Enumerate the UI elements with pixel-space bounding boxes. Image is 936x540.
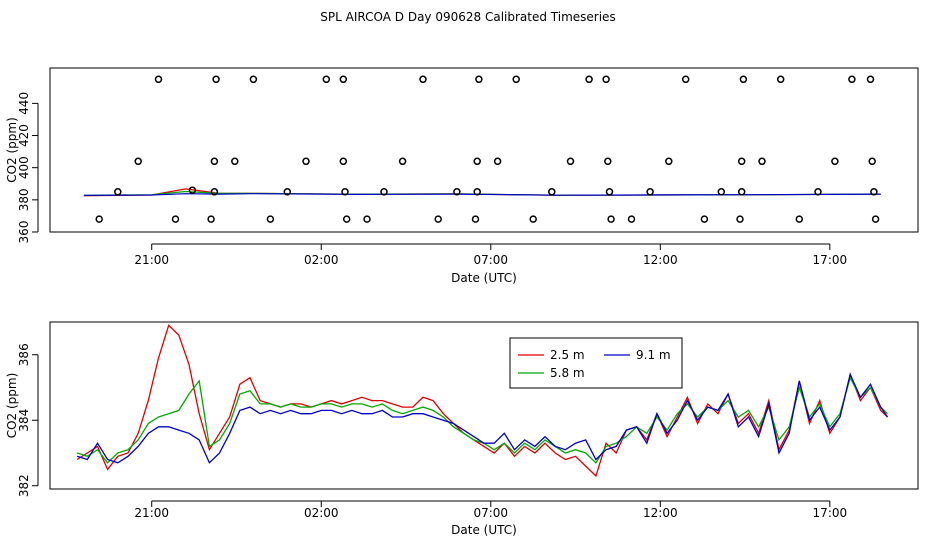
calibration-point-51 [776, 75, 785, 84]
calibration-point-9 [212, 75, 220, 84]
calibration-point-24 [434, 215, 442, 223]
calibration-point-31 [512, 75, 520, 84]
calibration-point-55 [848, 75, 856, 84]
calibration-point-28 [473, 157, 481, 166]
x-tick-label-0-4: 17:00 [813, 253, 848, 267]
legend-label-1: 9.1 m [636, 348, 671, 362]
calibration-point-32 [529, 215, 537, 223]
calibration-point-40 [627, 215, 636, 223]
calibration-point-3 [154, 75, 163, 84]
calibration-point-37 [604, 157, 612, 166]
calibration-point-0 [95, 215, 103, 223]
calibration-point-38 [605, 188, 614, 196]
calibration-point-12 [266, 215, 275, 223]
series-line-0 [76, 324, 888, 478]
calibration-point-59 [871, 215, 880, 223]
calibration-point-33 [548, 188, 556, 196]
calibration-point-7 [210, 188, 219, 196]
calibration-point-43 [681, 75, 690, 84]
plot-frame-1 [49, 321, 919, 490]
calibration-point-53 [814, 188, 822, 196]
series-line-2 [76, 372, 889, 464]
calibration-point-27 [473, 188, 481, 196]
x-tick-label-0-3: 12:00 [643, 253, 678, 267]
calibration-point-36 [602, 75, 610, 84]
calibration-point-4 [171, 215, 180, 223]
calibration-point-42 [665, 157, 673, 166]
calibration-point-13 [283, 188, 292, 196]
y-tick-label-0-3: 420 [17, 124, 31, 147]
page-title: SPL AIRCOA D Day 090628 Calibrated Times… [320, 10, 616, 24]
calibration-point-17 [339, 157, 348, 166]
y-tick-label-0-4: 440 [17, 92, 31, 115]
calibration-point-11 [249, 75, 258, 84]
calibration-point-35 [585, 75, 593, 84]
calibration-point-8 [210, 157, 219, 166]
x-tick-label-1-0: 21:00 [134, 506, 169, 520]
calibration-point-19 [342, 215, 351, 223]
calibration-point-15 [322, 75, 331, 84]
y-tick-label-1-0: 382 [17, 474, 31, 497]
calibration-point-18 [341, 188, 349, 196]
y-axis-label-0: CO2 (ppm) [5, 117, 19, 183]
calibration-point-39 [607, 215, 615, 223]
calibration-point-34 [566, 157, 575, 166]
calibration-point-1 [114, 188, 122, 196]
calibration-point-47 [737, 188, 746, 196]
calibration-point-52 [795, 215, 804, 223]
calibration-point-21 [380, 188, 388, 196]
calibration-point-45 [717, 188, 726, 196]
x-tick-label-1-3: 12:00 [643, 506, 678, 520]
calibration-point-16 [339, 75, 348, 84]
calibration-point-26 [471, 215, 480, 223]
calibration-point-6 [207, 215, 215, 223]
x-tick-label-1-2: 07:00 [473, 506, 508, 520]
x-tick-label-0-2: 07:00 [473, 253, 508, 267]
calibration-point-57 [868, 157, 876, 166]
calibration-point-5 [188, 186, 197, 194]
x-tick-label-1-1: 02:00 [304, 506, 339, 520]
calibration-point-54 [831, 157, 839, 166]
calibration-point-20 [363, 215, 371, 223]
y-tick-label-0-2: 400 [17, 156, 31, 179]
x-axis-label-1: Date (UTC) [451, 523, 517, 537]
calibration-point-14 [302, 157, 310, 166]
x-tick-label-0-0: 21:00 [134, 253, 169, 267]
x-axis-label-0: Date (UTC) [451, 271, 517, 285]
y-axis-label-1: CO2 (ppm) [5, 373, 19, 439]
y-tick-label-0-1: 380 [17, 188, 31, 211]
calibration-point-30 [493, 157, 502, 166]
calibration-point-56 [866, 75, 875, 84]
legend-box [509, 337, 683, 389]
calibration-point-2 [134, 157, 142, 166]
calibration-point-50 [758, 157, 766, 166]
calibration-point-41 [646, 188, 654, 196]
calibration-point-58 [870, 188, 878, 196]
calibration-point-49 [739, 75, 748, 84]
calibration-point-46 [736, 215, 744, 223]
x-tick-label-1-4: 17:00 [813, 506, 848, 520]
y-tick-label-0-0: 360 [17, 221, 31, 244]
plot-frame-0 [49, 67, 919, 233]
y-tick-label-1-2: 386 [17, 343, 31, 366]
calibration-point-10 [231, 157, 239, 166]
x-tick-label-0-1: 02:00 [304, 253, 339, 267]
y-tick-label-1-1: 384 [17, 409, 31, 432]
legend-label-0: 2.5 m [550, 348, 585, 362]
calibration-point-29 [475, 75, 483, 84]
calibration-point-25 [453, 188, 461, 196]
top-series-line-2 [83, 193, 881, 196]
calibration-point-22 [398, 157, 407, 166]
series-line-1 [76, 375, 888, 464]
calibration-point-48 [737, 157, 746, 166]
calibration-point-44 [700, 215, 709, 223]
legend-label-2: 5.8 m [550, 366, 585, 380]
calibration-point-23 [419, 75, 427, 84]
